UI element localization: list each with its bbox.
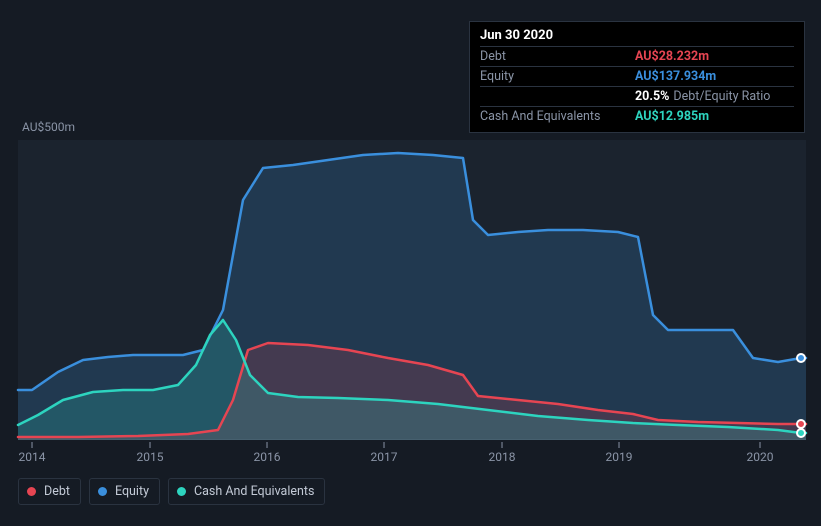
y-axis-label-top: AU$500m (22, 120, 75, 134)
legend-item[interactable]: Equity (89, 478, 160, 505)
series-marker (796, 428, 806, 438)
chart-container: Jun 30 2020 DebtAU$28.232mEquityAU$137.9… (0, 0, 821, 526)
tooltip-row-key: Debt (480, 49, 635, 64)
legend-label: Equity (115, 484, 149, 499)
x-axis-tick: 2015 (137, 450, 164, 464)
chart-tooltip: Jun 30 2020 DebtAU$28.232mEquityAU$137.9… (469, 21, 805, 133)
chart-area: AU$500m AU$0 201420152016201720182019202… (18, 120, 806, 505)
tooltip-row-value: AU$137.934m (635, 69, 716, 84)
x-axis-tick: 2018 (489, 450, 516, 464)
tooltip-date: Jun 30 2020 (480, 28, 794, 46)
tooltip-row-value: 20.5%Debt/Equity Ratio (635, 89, 770, 104)
tooltip-row: 20.5%Debt/Equity Ratio (480, 86, 794, 106)
tooltip-row-sublabel: Debt/Equity Ratio (673, 89, 770, 104)
legend-dot-icon (27, 487, 36, 496)
tooltip-row: DebtAU$28.232m (480, 46, 794, 66)
x-axis: 2014 2015 2016 2017 2018 2019 2020 (18, 442, 806, 472)
tooltip-row-key (480, 89, 635, 104)
tooltip-row: Cash And EquivalentsAU$12.985m (480, 106, 794, 126)
legend-dot-icon (98, 487, 107, 496)
legend-item[interactable]: Debt (18, 478, 81, 505)
legend-label: Cash And Equivalents (194, 484, 314, 499)
x-axis-tick: 2017 (371, 450, 398, 464)
legend-dot-icon (177, 487, 186, 496)
tooltip-row-key: Cash And Equivalents (480, 109, 635, 124)
plot-area[interactable] (18, 140, 806, 440)
chart-svg (18, 140, 806, 440)
tooltip-row-key: Equity (480, 69, 635, 84)
tooltip-row: EquityAU$137.934m (480, 66, 794, 86)
x-axis-tick: 2019 (606, 450, 633, 464)
x-axis-tick: 2014 (19, 450, 46, 464)
tooltip-row-value: AU$28.232m (635, 49, 709, 64)
x-axis-tick: 2016 (254, 450, 281, 464)
legend-label: Debt (44, 484, 70, 499)
x-axis-tick: 2020 (747, 450, 774, 464)
chart-legend: Debt Equity Cash And Equivalents (18, 478, 325, 505)
legend-item[interactable]: Cash And Equivalents (168, 478, 325, 505)
series-marker (796, 353, 806, 363)
tooltip-row-value: AU$12.985m (635, 109, 709, 124)
